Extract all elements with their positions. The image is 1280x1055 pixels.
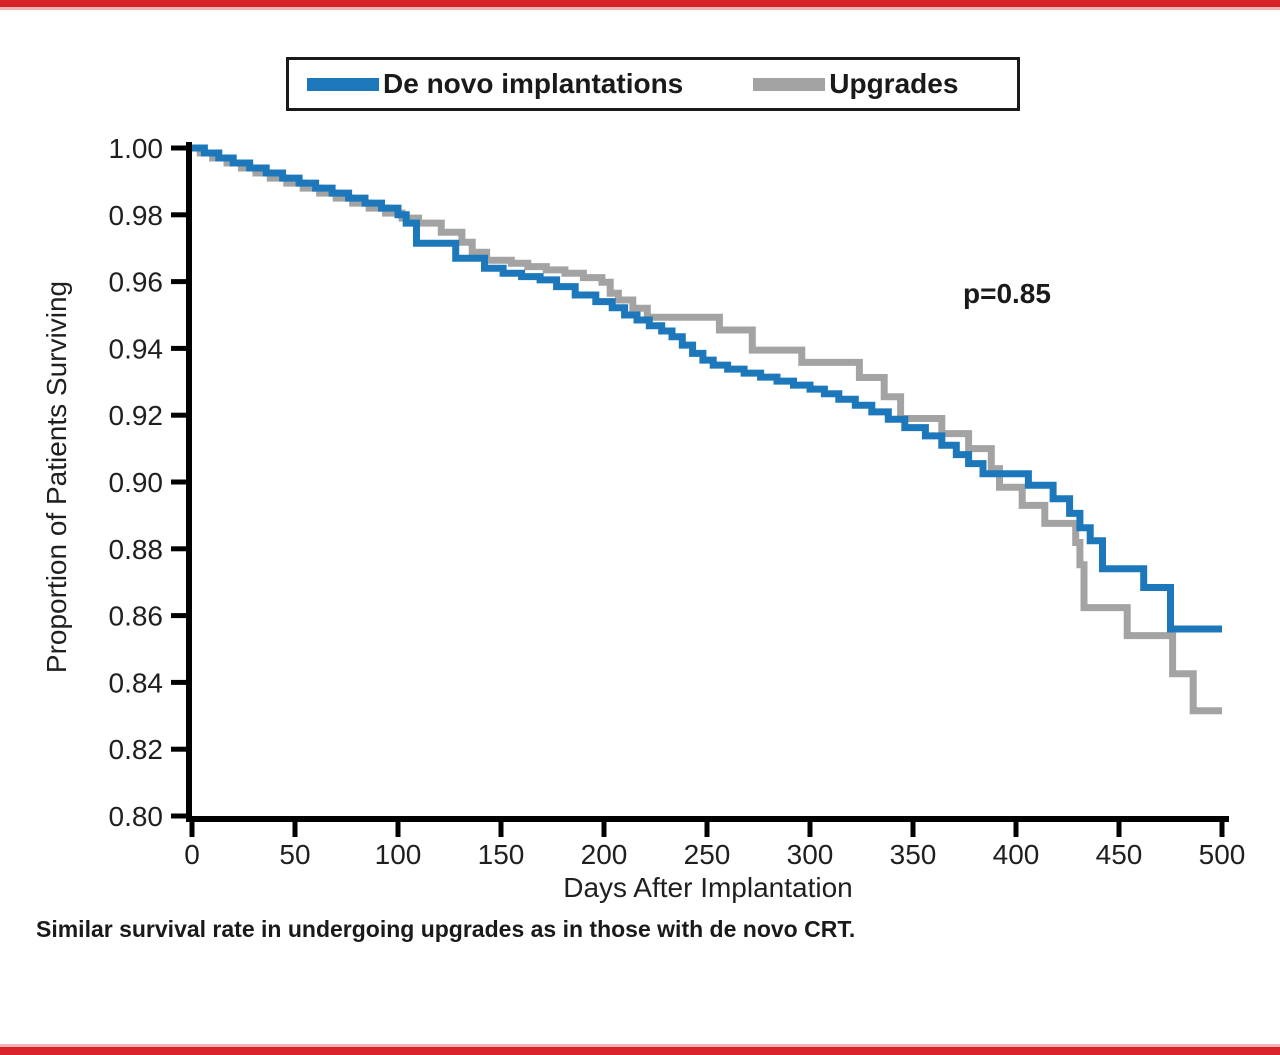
x-tick-label: 250 (684, 839, 731, 870)
legend-item-de-novo: De novo implantations (307, 68, 683, 100)
x-axis-title: Days After Implantation (563, 872, 853, 903)
legend-label-upgrades: Upgrades (829, 68, 959, 99)
series-line-upgrades (192, 144, 1222, 715)
y-tick-label: 0.98 (109, 200, 164, 231)
x-tick-label: 50 (279, 839, 310, 870)
y-tick-label: 0.94 (109, 333, 164, 364)
upgrades-line-swatch (753, 77, 826, 91)
de-novo-line-swatch (307, 77, 379, 91)
legend-label-de-novo: De novo implantations (383, 68, 684, 99)
series-line-de-novo-implantations (192, 144, 1222, 633)
y-tick-label: 0.88 (109, 534, 164, 565)
p-value-annotation: p=0.85 (963, 278, 1051, 309)
y-tick-label: 0.84 (109, 667, 164, 698)
y-tick-label: 0.82 (109, 734, 164, 765)
y-tick-label: 0.86 (109, 601, 164, 632)
y-tick-label: 0.80 (109, 801, 164, 832)
x-tick-label: 150 (478, 839, 525, 870)
x-tick-label: 500 (1199, 839, 1246, 870)
y-tick-label: 0.96 (109, 267, 164, 298)
x-tick-label: 350 (890, 839, 937, 870)
x-tick-label: 300 (787, 839, 834, 870)
y-tick-label: 1.00 (109, 133, 164, 164)
x-tick-label: 0 (184, 839, 200, 870)
legend-item-upgrades: Upgrades (753, 68, 958, 100)
x-tick-label: 100 (375, 839, 422, 870)
y-tick-label: 0.92 (109, 400, 164, 431)
legend: De novo implantations Upgrades (286, 57, 1020, 111)
figure-caption: Similar survival rate in undergoing upgr… (36, 916, 856, 942)
bottom-accent-bar (0, 1044, 1280, 1055)
y-tick-label: 0.90 (109, 467, 164, 498)
x-tick-label: 200 (581, 839, 628, 870)
top-accent-bar (0, 0, 1280, 10)
x-tick-label: 450 (1096, 839, 1143, 870)
y-axis-title: Proportion of Patients Surviving (41, 280, 72, 674)
x-tick-label: 400 (993, 839, 1040, 870)
